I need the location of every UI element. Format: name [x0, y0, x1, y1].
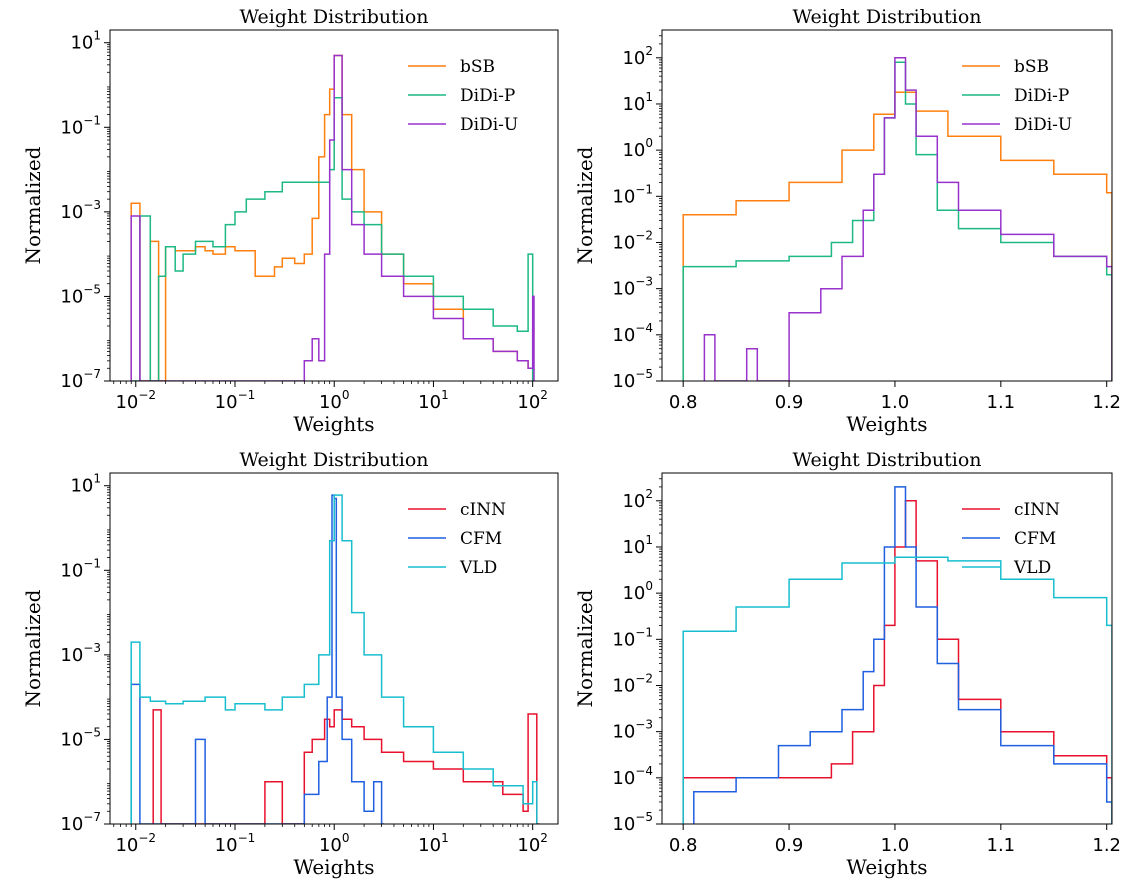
y-tick-label: 10−7 — [60, 367, 101, 392]
x-tick-label: 0.9 — [775, 392, 804, 413]
x-tick-label: 102 — [517, 388, 548, 413]
x-tick-label: 101 — [418, 831, 449, 856]
y-tick-label: 10−5 — [612, 810, 653, 835]
x-tick-label: 0.9 — [775, 835, 804, 856]
legend-label-bsb: bSB — [460, 57, 495, 77]
legend-label-cinn: cINN — [1014, 500, 1060, 520]
y-axis-label: Normalized — [21, 589, 45, 707]
x-tick-label: 0.8 — [669, 392, 698, 413]
chart-title: Weight Distribution — [239, 6, 428, 28]
y-axis-label: Normalized — [573, 146, 597, 264]
x-tick-label: 1.2 — [1092, 392, 1121, 413]
x-tick-label: 100 — [319, 388, 350, 413]
y-tick-label: 10−1 — [60, 556, 101, 581]
chart-panel-1: 10−2 10−1 100 101 102 10−7 10−5 10−3 10−1 101 Weig… — [21, 6, 559, 436]
chart-title: Weight Distribution — [239, 449, 428, 471]
series-line-vld — [130, 494, 538, 824]
legend-label-cinn: cINN — [460, 500, 506, 520]
y-tick-label: 10−3 — [60, 198, 101, 223]
x-tick-label: 1.1 — [987, 392, 1016, 413]
legend-label-bsb: bSB — [1014, 57, 1049, 77]
x-tick-label: 100 — [319, 831, 350, 856]
y-tick-label: 10−2 — [612, 228, 653, 253]
y-tick-label: 10−1 — [612, 625, 653, 650]
y-tick-label: 101 — [622, 533, 653, 558]
y-tick-label: 10−4 — [612, 321, 653, 346]
y-tick-label: 10−5 — [612, 367, 653, 392]
series-line-vld — [682, 556, 1112, 824]
y-tick-label: 100 — [622, 136, 653, 161]
x-axis-label: Weights — [293, 412, 374, 436]
legend-label-didi-u: DiDi-U — [460, 115, 518, 135]
x-axis-label: Weights — [846, 855, 927, 879]
series-line-cfm — [693, 486, 1112, 824]
x-tick-label: 10−1 — [215, 831, 256, 856]
legend: bSB DiDi-P DiDi-U — [408, 57, 518, 135]
y-axis-label: Normalized — [573, 589, 597, 707]
y-tick-label: 101 — [70, 29, 101, 54]
y-tick-label: 10−3 — [612, 275, 653, 300]
y-tick-label: 101 — [622, 90, 653, 115]
series-line-cfm — [130, 494, 384, 824]
x-tick-label: 10−2 — [115, 388, 156, 413]
x-tick-label: 1.0 — [881, 392, 910, 413]
y-tick-label: 102 — [622, 487, 653, 512]
x-tick-label: 1.2 — [1092, 835, 1121, 856]
y-tick-label: 10−5 — [60, 725, 101, 750]
series-line-didi-u — [703, 57, 1112, 381]
axes-frame — [661, 472, 1113, 825]
y-tick-label: 10−3 — [60, 641, 101, 666]
y-tick-label: 10−7 — [60, 810, 101, 835]
chart-panel-4: 0.8 0.9 1.0 1.1 1.2 10−5 10−4 10−3 10−2 10−1 100 10… — [573, 449, 1121, 879]
y-tick-label: 10−1 — [612, 182, 653, 207]
series-line-didi-p — [131, 96, 534, 381]
y-tick-label: 10−1 — [60, 113, 101, 138]
chart-panel-3: 10−2 10−1 100 101 102 10−7 10−5 10−3 10−1 101 Weig… — [21, 449, 559, 879]
x-tick-label: 1.1 — [987, 835, 1016, 856]
legend-label-cfm: CFM — [1014, 529, 1056, 549]
legend-label-didi-p: DiDi-P — [460, 86, 515, 106]
x-tick-label: 102 — [517, 831, 548, 856]
series-line-didi-p — [682, 61, 1112, 381]
y-tick-label: 100 — [622, 579, 653, 604]
legend-label-didi-p: DiDi-P — [1014, 86, 1069, 106]
series-line-cinn — [682, 500, 1112, 824]
y-tick-label: 10−3 — [612, 718, 653, 743]
legend: cINN CFM VLD — [962, 500, 1060, 578]
axes-frame — [661, 29, 1113, 382]
series-line-didi-u — [130, 54, 535, 381]
y-tick-label: 10−5 — [60, 282, 101, 307]
x-tick-label: 101 — [418, 388, 449, 413]
chart-title: Weight Distribution — [792, 6, 981, 28]
series-line-bsb — [682, 91, 1112, 381]
y-tick-label: 101 — [70, 472, 101, 497]
chart-title: Weight Distribution — [792, 449, 981, 471]
x-tick-label: 1.0 — [881, 835, 910, 856]
legend: cINN CFM VLD — [408, 500, 506, 578]
legend-label-vld: VLD — [459, 558, 497, 578]
y-tick-label: 10−2 — [612, 671, 653, 696]
x-tick-label: 10−1 — [215, 388, 256, 413]
y-axis-label: Normalized — [21, 146, 45, 264]
legend-label-cfm: CFM — [460, 529, 502, 549]
legend-label-didi-u: DiDi-U — [1014, 115, 1072, 135]
legend: bSB DiDi-P DiDi-U — [962, 57, 1072, 135]
x-axis-label: Weights — [293, 855, 374, 879]
y-tick-label: 10−4 — [612, 764, 653, 789]
x-axis-label: Weights — [846, 412, 927, 436]
y-tick-label: 102 — [622, 44, 653, 69]
x-tick-label: 10−2 — [115, 831, 156, 856]
series-line-cinn — [152, 709, 540, 824]
chart-panel-2: 0.8 0.9 1.0 1.1 1.2 10−5 10−4 10−3 10−2 10−1 100 10… — [573, 6, 1121, 436]
x-tick-label: 0.8 — [669, 835, 698, 856]
legend-label-vld: VLD — [1013, 558, 1051, 578]
